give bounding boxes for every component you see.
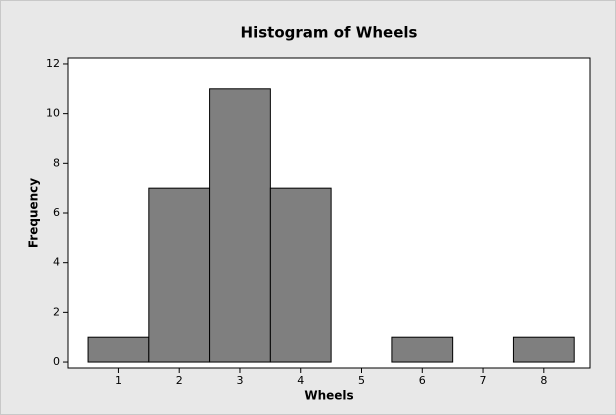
y-tick-label: 0 xyxy=(53,355,60,368)
bar xyxy=(209,88,271,363)
bar xyxy=(87,336,150,363)
y-tick-label: 12 xyxy=(46,57,60,70)
x-tick-label: 5 xyxy=(358,374,365,387)
y-tick-label: 10 xyxy=(46,107,60,120)
y-tick-label: 2 xyxy=(53,305,60,318)
chart-title: Histogram of Wheels xyxy=(241,24,418,42)
x-tick-label: 1 xyxy=(115,374,122,387)
x-tick-label: 4 xyxy=(297,374,304,387)
x-tick-label: 7 xyxy=(480,374,487,387)
bar xyxy=(512,336,575,363)
bar xyxy=(148,187,211,363)
y-tick-label: 4 xyxy=(53,256,60,269)
x-axis-label: Wheels xyxy=(304,389,353,403)
bar xyxy=(269,187,332,363)
y-tick-label: 8 xyxy=(53,156,60,169)
x-tick-label: 8 xyxy=(540,374,547,387)
bar xyxy=(391,336,454,363)
x-tick-label: 6 xyxy=(419,374,426,387)
y-axis-label: Frequency xyxy=(27,178,41,248)
x-tick-label: 3 xyxy=(236,374,243,387)
y-tick-label: 6 xyxy=(53,206,60,219)
x-tick-label: 2 xyxy=(176,374,183,387)
